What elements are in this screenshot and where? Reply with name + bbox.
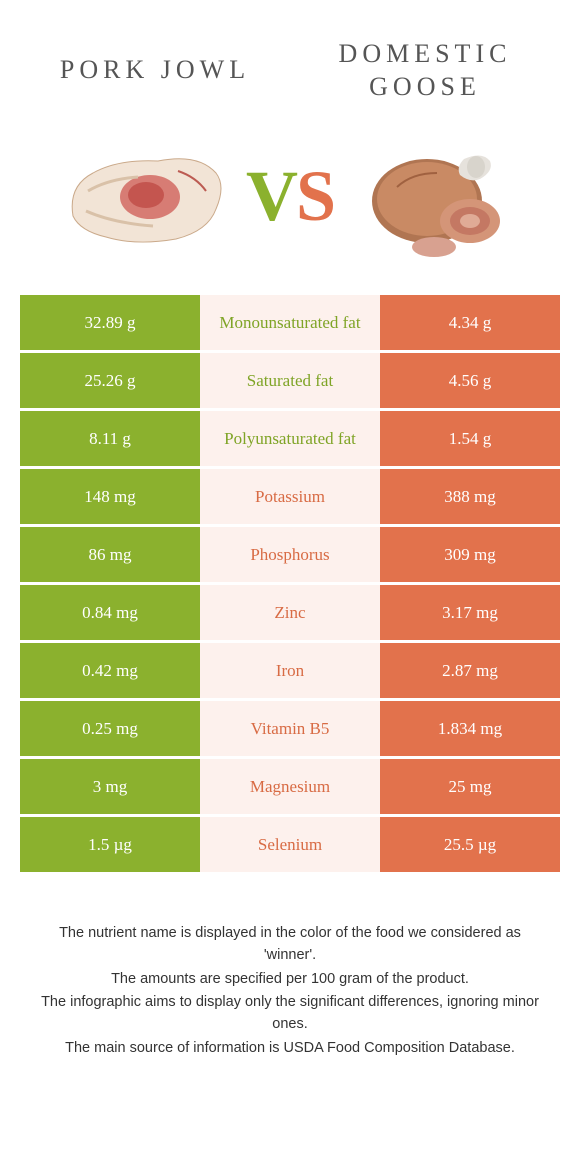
left-value-cell: 0.25 mg (20, 701, 200, 759)
vs-v-letter: V (246, 156, 296, 236)
nutrient-row: 148 mgPotassium388 mg (20, 469, 560, 527)
images-row: VS (20, 131, 560, 261)
nutrient-label-cell: Magnesium (200, 759, 380, 817)
footer-line: The infographic aims to display only the… (32, 992, 548, 1036)
nutrient-label-cell: Saturated fat (200, 353, 380, 411)
header-row: PORK JOWL DOMESTIC GOOSE (20, 38, 560, 103)
footer-notes: The nutrient name is displayed in the co… (20, 923, 560, 1060)
right-value-cell: 388 mg (380, 469, 560, 527)
right-value-cell: 2.87 mg (380, 643, 560, 701)
left-value-cell: 1.5 µg (20, 817, 200, 875)
right-value-cell: 309 mg (380, 527, 560, 585)
right-value-cell: 3.17 mg (380, 585, 560, 643)
nutrient-label-cell: Potassium (200, 469, 380, 527)
left-value-cell: 0.42 mg (20, 643, 200, 701)
nutrient-row: 8.11 gPolyunsaturated fat1.54 g (20, 411, 560, 469)
infographic-container: PORK JOWL DOMESTIC GOOSE VS (0, 0, 580, 1060)
right-value-cell: 1.54 g (380, 411, 560, 469)
left-value-cell: 0.84 mg (20, 585, 200, 643)
domestic-goose-image (352, 131, 522, 261)
nutrient-row: 86 mgPhosphorus309 mg (20, 527, 560, 585)
left-value-cell: 148 mg (20, 469, 200, 527)
nutrient-label-cell: Zinc (200, 585, 380, 643)
right-value-cell: 1.834 mg (380, 701, 560, 759)
nutrient-row: 25.26 gSaturated fat4.56 g (20, 353, 560, 411)
left-value-cell: 25.26 g (20, 353, 200, 411)
nutrient-label-cell: Selenium (200, 817, 380, 875)
right-value-cell: 25.5 µg (380, 817, 560, 875)
nutrient-row: 0.25 mgVitamin B51.834 mg (20, 701, 560, 759)
right-value-cell: 4.34 g (380, 295, 560, 353)
footer-line: The main source of information is USDA F… (32, 1038, 548, 1060)
vs-s-letter: S (296, 156, 334, 236)
left-value-cell: 3 mg (20, 759, 200, 817)
left-value-cell: 86 mg (20, 527, 200, 585)
nutrient-row: 0.84 mgZinc3.17 mg (20, 585, 560, 643)
nutrient-row: 0.42 mgIron2.87 mg (20, 643, 560, 701)
vs-label: VS (246, 160, 334, 232)
nutrient-label-cell: Phosphorus (200, 527, 380, 585)
nutrient-row: 32.89 gMonounsaturated fat4.34 g (20, 295, 560, 353)
right-value-cell: 25 mg (380, 759, 560, 817)
right-value-cell: 4.56 g (380, 353, 560, 411)
nutrient-label-cell: Monounsaturated fat (200, 295, 380, 353)
nutrient-row: 3 mgMagnesium25 mg (20, 759, 560, 817)
right-food-title: DOMESTIC GOOSE (305, 38, 545, 103)
left-value-cell: 8.11 g (20, 411, 200, 469)
footer-line: The amounts are specified per 100 gram o… (32, 969, 548, 991)
left-food-title: PORK JOWL (35, 54, 275, 87)
nutrient-label-cell: Vitamin B5 (200, 701, 380, 759)
nutrient-row: 1.5 µgSelenium25.5 µg (20, 817, 560, 875)
pork-jowl-image (58, 131, 228, 261)
nutrient-table: 32.89 gMonounsaturated fat4.34 g25.26 gS… (20, 295, 560, 875)
footer-line: The nutrient name is displayed in the co… (32, 923, 548, 967)
nutrient-label-cell: Polyunsaturated fat (200, 411, 380, 469)
left-value-cell: 32.89 g (20, 295, 200, 353)
nutrient-label-cell: Iron (200, 643, 380, 701)
